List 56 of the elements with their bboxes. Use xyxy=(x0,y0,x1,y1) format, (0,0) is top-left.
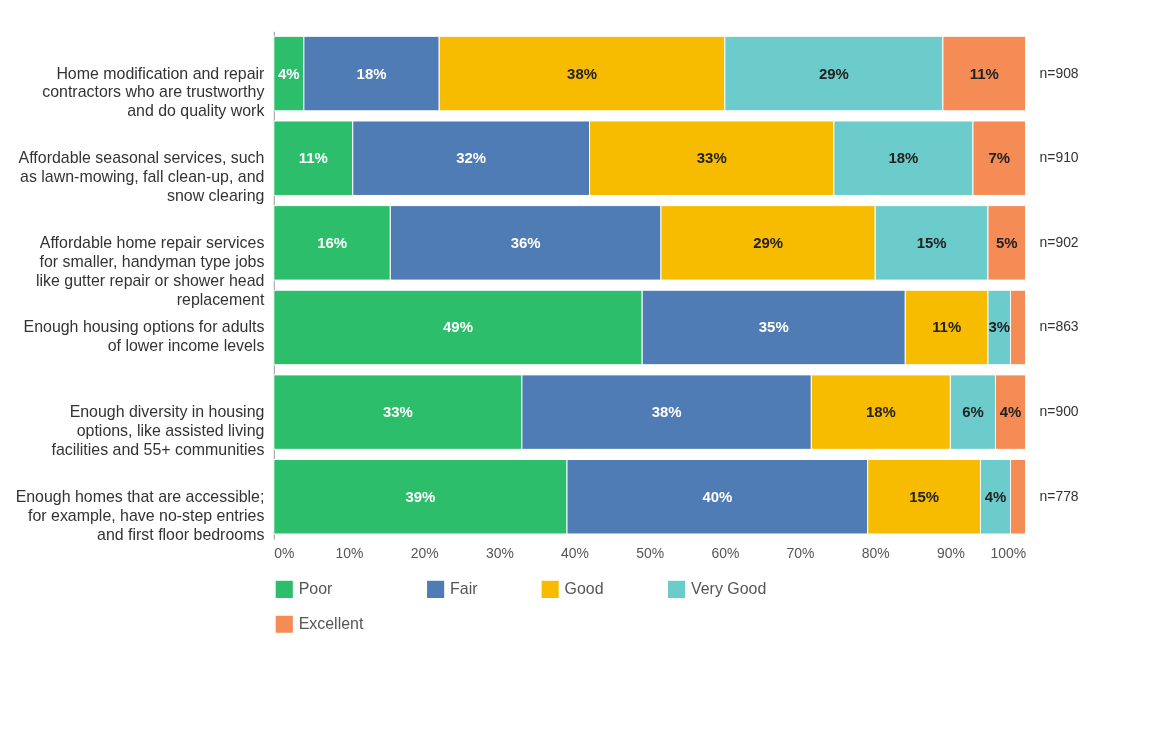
data-label: 40% xyxy=(702,487,733,505)
data-label: 16% xyxy=(317,233,348,251)
data-label: 18% xyxy=(865,403,896,421)
legend-label: Excellent xyxy=(298,615,364,633)
data-label: 39% xyxy=(405,487,436,505)
x-tick-label: 30% xyxy=(485,545,514,562)
legend-label: Very Good xyxy=(691,580,767,598)
data-label: 32% xyxy=(456,149,487,167)
y-tick-label: Enough homes that are accessible; for example, have no-step entries and first floor bedrooms xyxy=(15,487,265,543)
data-label: 15% xyxy=(909,487,940,505)
text: n=863 xyxy=(1039,318,1079,335)
data-label: 15% xyxy=(916,233,947,251)
x-tick-label: 50% xyxy=(636,545,665,562)
legend-label: Good xyxy=(564,580,604,598)
x-tick-label: 40% xyxy=(561,545,589,562)
x-tick-label: 100% xyxy=(990,545,1027,562)
data-label: 33% xyxy=(382,403,413,421)
data-label: 29% xyxy=(753,233,784,251)
data-label: 7% xyxy=(988,149,1011,167)
y-tick-label: Affordable home repair services for smaller, handyman type jobs like gutter repair or shower head replacement xyxy=(36,233,265,308)
data-label: 35% xyxy=(758,318,789,336)
data-label: 38% xyxy=(567,64,597,82)
data-label: 18% xyxy=(356,64,387,82)
data-label: 11% xyxy=(932,318,962,336)
x-tick-label: 80% xyxy=(861,545,890,562)
text: n=910 xyxy=(1039,149,1079,166)
data-label: 5% xyxy=(995,233,1018,251)
data-label: 38% xyxy=(651,403,682,421)
text: n=778 xyxy=(1039,487,1079,504)
y-tick-label: Enough housing options for adults of lower income levels xyxy=(23,318,265,355)
data-label: 3% xyxy=(988,318,1011,336)
data-label: 4% xyxy=(278,64,300,82)
data-label: 29% xyxy=(818,64,849,82)
x-tick-label: 70% xyxy=(786,545,815,562)
y-tick-label: Enough diversity in housing options, like assisted living facilities and 55+ communities xyxy=(51,403,265,458)
data-label: 49% xyxy=(443,318,473,336)
data-label: 6% xyxy=(962,403,984,421)
data-label: 33% xyxy=(696,149,727,167)
text: n=900 xyxy=(1039,403,1079,420)
data-label: 4% xyxy=(984,487,1007,505)
data-label: 18% xyxy=(888,149,919,167)
y-tick-label: Home modification and repair contractors who are trustworthy and do quality work xyxy=(42,64,266,120)
x-tick-label: 20% xyxy=(410,545,439,562)
text: n=908 xyxy=(1039,64,1079,81)
x-tick-label: 60% xyxy=(711,545,740,562)
legend-label: Poor xyxy=(298,580,334,598)
data-label: 36% xyxy=(510,233,541,251)
x-tick-label: 90% xyxy=(936,545,965,562)
x-tick-label: 0% xyxy=(274,545,295,562)
data-label: 4% xyxy=(999,403,1022,421)
data-label: 11% xyxy=(298,149,328,167)
x-tick-label: 10% xyxy=(335,545,364,562)
data-label: 11% xyxy=(969,64,999,82)
text: n=902 xyxy=(1039,233,1079,250)
legend-label: Fair xyxy=(450,580,479,598)
y-tick-label: Affordable seasonal services, such as lawn-mowing, fall clean-up, and snow clearing xyxy=(18,149,265,205)
